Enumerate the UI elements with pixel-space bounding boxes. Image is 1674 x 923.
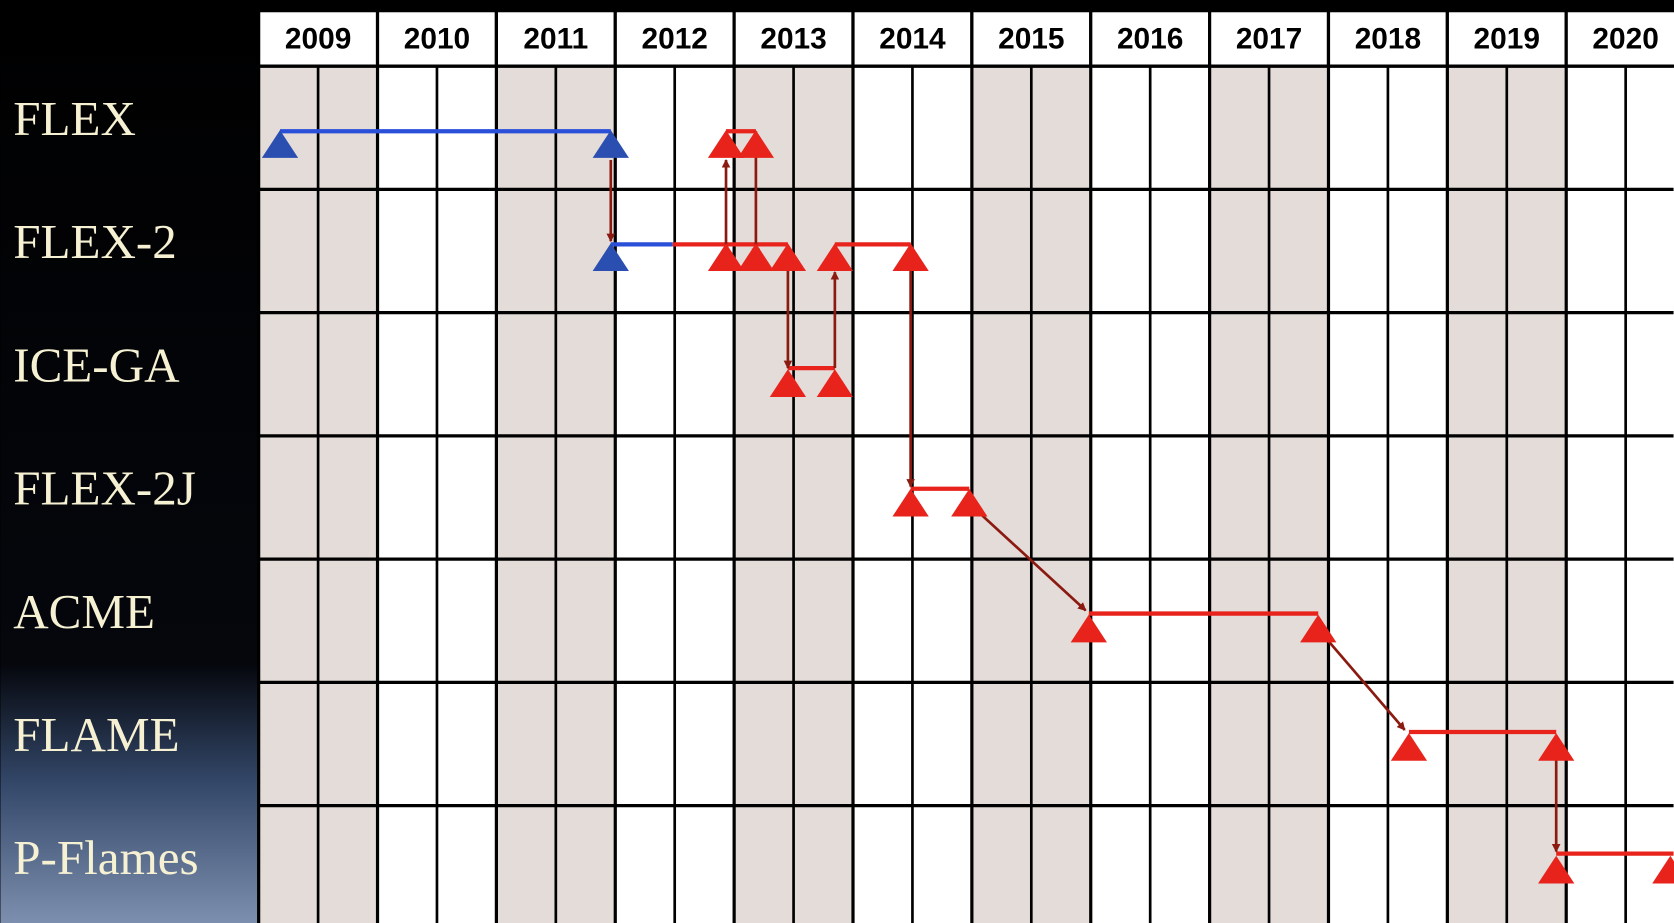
year-label: 2015 [998,22,1064,55]
year-label: 2012 [641,22,707,55]
grid: 2009 2010 2011 2012 2013 2014 2015 2016 2017 2018… [13,11,1674,923]
year-label: 2016 [1117,22,1183,55]
year-column [1566,66,1674,923]
year-label: 2020 [1592,22,1658,55]
row-label: ACME [13,584,155,639]
year-label: 2018 [1355,22,1421,55]
page: {"years": ["2009", "2010", "2011", "2012… [0,0,1674,923]
year-label: 2019 [1474,22,1540,55]
row-label: FLEX [13,91,136,146]
year-label: 2009 [285,22,351,55]
year-label: 2011 [523,22,588,55]
year-label: 2017 [1236,22,1302,55]
year-label: 2014 [879,22,946,55]
row-label: FLEX-2 [13,214,177,269]
row-label: ICE-GA [13,337,180,392]
timeline: 2009 2010 2011 2012 2013 2014 2015 2016 2017 2018… [0,0,1674,923]
year-label: 2013 [760,22,826,55]
row-label: FLEX-2J [13,461,196,516]
year-label: 2010 [404,22,470,55]
row-label: P-Flames [13,830,198,885]
row-label: FLAME [13,707,179,762]
